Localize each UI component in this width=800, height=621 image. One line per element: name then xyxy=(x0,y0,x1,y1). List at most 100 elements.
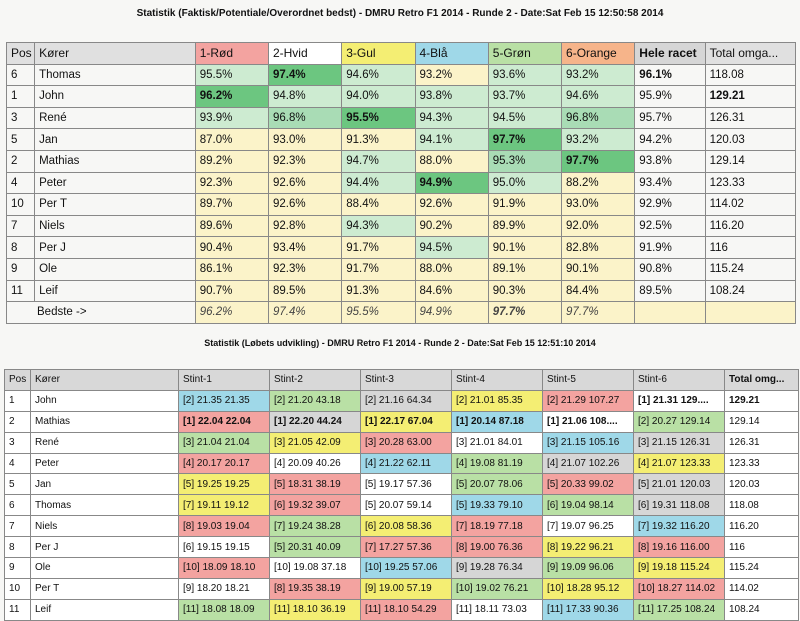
lane-percent-cell: 94.7% xyxy=(341,149,416,173)
position-cell: 7 xyxy=(4,515,31,538)
lane-percent-cell: 94.9% xyxy=(414,171,489,195)
stint-cell: [2] 21.16 64.34 xyxy=(360,389,452,412)
column-header: Hele racet xyxy=(634,42,706,65)
position-cell: 4 xyxy=(4,452,31,475)
driver-name-cell: René xyxy=(34,106,196,130)
column-header: 1-Rød xyxy=(194,42,269,65)
position-cell: 8 xyxy=(5,236,36,259)
table-row: 11 Leif 90.7% 89.5% 91.3% 84.6% 90.3% 84.4% 89.5… xyxy=(5,279,797,303)
lane-percent-cell: 90.7% xyxy=(194,279,269,303)
stint-cell: [9] 19.09 96.06 xyxy=(542,557,634,579)
lane-percent-cell: 88.0% xyxy=(414,149,489,173)
lane-percent-cell: 84.4% xyxy=(561,279,636,303)
driver-name-cell: Mathias xyxy=(30,410,179,433)
driver-name-cell: John xyxy=(30,389,179,412)
total-laps-cell: 115.24 xyxy=(704,257,797,281)
stint-cell: [7] 19.32 116.20 xyxy=(633,515,725,538)
table-row: 2 Mathias 89.2% 92.3% 94.7% 88.0% 95.3% 97.7% 93… xyxy=(5,149,797,173)
table-row: 8 Per J [6] 19.15 19.15 [5] 20.31 40.09 [7] … xyxy=(4,536,799,559)
race-percent-cell: 92.5% xyxy=(634,214,706,238)
lane-percent-cell: 94.8% xyxy=(267,85,343,108)
stats-title: Statistik (Faktisk/Potentiale/Overordnet… xyxy=(136,8,664,19)
stint-cell: [11] 18.10 54.29 xyxy=(360,598,452,621)
stint-cell: [7] 17.27 57.36 xyxy=(360,536,452,559)
total-laps-cell: 120.03 xyxy=(724,473,799,496)
table-row: 11 Leif [11] 18.08 18.09 [11] 18.10 36.19 [1… xyxy=(4,598,799,621)
lane-percent-cell: 92.6% xyxy=(267,171,343,195)
lane-percent-cell: 94.5% xyxy=(414,236,489,259)
stint-cell: [7] 19.24 38.28 xyxy=(269,515,361,538)
lane-percent-cell: 96.8% xyxy=(561,106,636,130)
lane-percent-cell: 89.2% xyxy=(194,149,269,173)
position-cell: 2 xyxy=(4,410,31,433)
lane-percent-cell: 91.3% xyxy=(341,128,416,151)
driver-name-cell: Jan xyxy=(34,128,196,151)
lane-percent-cell: 97.7% xyxy=(561,149,636,173)
stint-cell: [8] 19.00 76.36 xyxy=(451,536,543,559)
lane-percent-cell: 93.0% xyxy=(267,128,343,151)
position-cell: 4 xyxy=(5,171,36,195)
lane-percent-cell: 94.3% xyxy=(414,106,489,130)
total-laps-cell: 116.20 xyxy=(724,515,799,538)
lane-percent-cell: 88.2% xyxy=(561,171,636,195)
lane-percent-cell: 93.4% xyxy=(267,236,343,259)
total-laps-cell: 115.24 xyxy=(724,557,799,579)
best-percent-cell: 94.9% xyxy=(414,301,489,324)
lane-percent-cell: 92.8% xyxy=(267,214,343,238)
lane-percent-cell: 94.6% xyxy=(561,85,636,108)
lane-percent-cell: 94.6% xyxy=(341,63,416,87)
driver-name-cell: Leif xyxy=(34,279,196,303)
stint-cell: [6] 19.04 98.14 xyxy=(542,494,634,517)
total-laps-cell: 129.21 xyxy=(704,85,797,108)
stint-cell: [10] 18.28 95.12 xyxy=(542,577,634,600)
lane-percent-cell: 82.8% xyxy=(561,236,636,259)
stint-cell: [5] 20.07 78.06 xyxy=(451,473,543,496)
lane-percent-cell: 94.1% xyxy=(414,128,489,151)
position-cell: 6 xyxy=(5,63,36,87)
lane-percent-cell: 89.9% xyxy=(487,214,563,238)
position-cell: 1 xyxy=(5,85,36,108)
driver-name-cell: Jan xyxy=(30,473,179,496)
stint-cell: [5] 20.07 59.14 xyxy=(360,494,452,517)
lane-percent-cell: 97.7% xyxy=(487,128,563,151)
total-laps-cell: 129.21 xyxy=(724,389,799,412)
stint-cell: [4] 21.22 62.11 xyxy=(360,452,452,475)
best-row: Bedste -> 96.2% 97.4% 95.5% 94.9% 97.7% 97.7% xyxy=(6,301,797,324)
table-row: 4 Peter 92.3% 92.6% 94.4% 94.9% 95.0% 88.2% 93.4… xyxy=(5,171,797,195)
stint-cell: [11] 18.08 18.09 xyxy=(178,598,270,621)
position-cell: 10 xyxy=(5,193,36,216)
driver-name-cell: René xyxy=(30,431,179,454)
stint-cell: [11] 17.33 90.36 xyxy=(542,598,634,621)
lane-percent-cell: 96.2% xyxy=(194,85,269,108)
race-progress-table: Pos Kører Stint-1 Stint-2 Stint-3 Stint-4 Stin… xyxy=(4,369,799,621)
stint-cell: [2] 20.27 129.14 xyxy=(633,410,725,433)
stint-cell: [10] 19.25 57.06 xyxy=(360,557,452,579)
stint-cell: [4] 20.09 40.26 xyxy=(269,452,361,475)
lane-percent-cell: 89.5% xyxy=(267,279,343,303)
lane-percent-cell: 91.7% xyxy=(341,257,416,281)
stint-cell: [8] 19.16 116.00 xyxy=(633,536,725,559)
table-row: 9 Ole [10] 18.09 18.10 [10] 19.08 37.18 [10]… xyxy=(4,557,799,579)
position-cell: 1 xyxy=(4,389,31,412)
table-row: 4 Peter [4] 20.17 20.17 [4] 20.09 40.26 [4] … xyxy=(4,452,799,475)
position-cell: 7 xyxy=(5,214,36,238)
stint-cell: [5] 18.31 38.19 xyxy=(269,473,361,496)
table-row: 5 Jan 87.0% 93.0% 91.3% 94.1% 97.7% 93.2% 94.2% 1… xyxy=(5,128,797,151)
stint-cell: [5] 20.31 40.09 xyxy=(269,536,361,559)
driver-name-cell: Per T xyxy=(30,577,179,600)
column-header: Kører xyxy=(34,42,196,65)
stats-table: Pos Kører 1-Rød 2-Hvid 3-Gul 4-Blå 5-Grøn 6-Ora… xyxy=(5,42,797,324)
stint-cell: [3] 21.01 84.01 xyxy=(451,431,543,454)
total-laps-cell: 118.08 xyxy=(704,63,797,87)
lane-percent-cell: 89.6% xyxy=(194,214,269,238)
stint-cell: [4] 21.07 123.33 xyxy=(633,452,725,475)
stats-header-row: Pos Kører 1-Rød 2-Hvid 3-Gul 4-Blå 5-Grøn 6-Ora… xyxy=(5,42,797,65)
lane-percent-cell: 90.4% xyxy=(194,236,269,259)
stint-cell: [7] 18.19 77.18 xyxy=(451,515,543,538)
stint-cell: [3] 20.28 63.00 xyxy=(360,431,452,454)
race-percent-cell: 90.8% xyxy=(634,257,706,281)
lane-percent-cell: 92.6% xyxy=(267,193,343,216)
position-cell: 2 xyxy=(5,149,36,173)
table-row: 2 Mathias [1] 22.04 22.04 [1] 22.20 44.24 [1… xyxy=(4,410,799,433)
stint-cell: [1] 21.31 129.... xyxy=(633,389,725,412)
